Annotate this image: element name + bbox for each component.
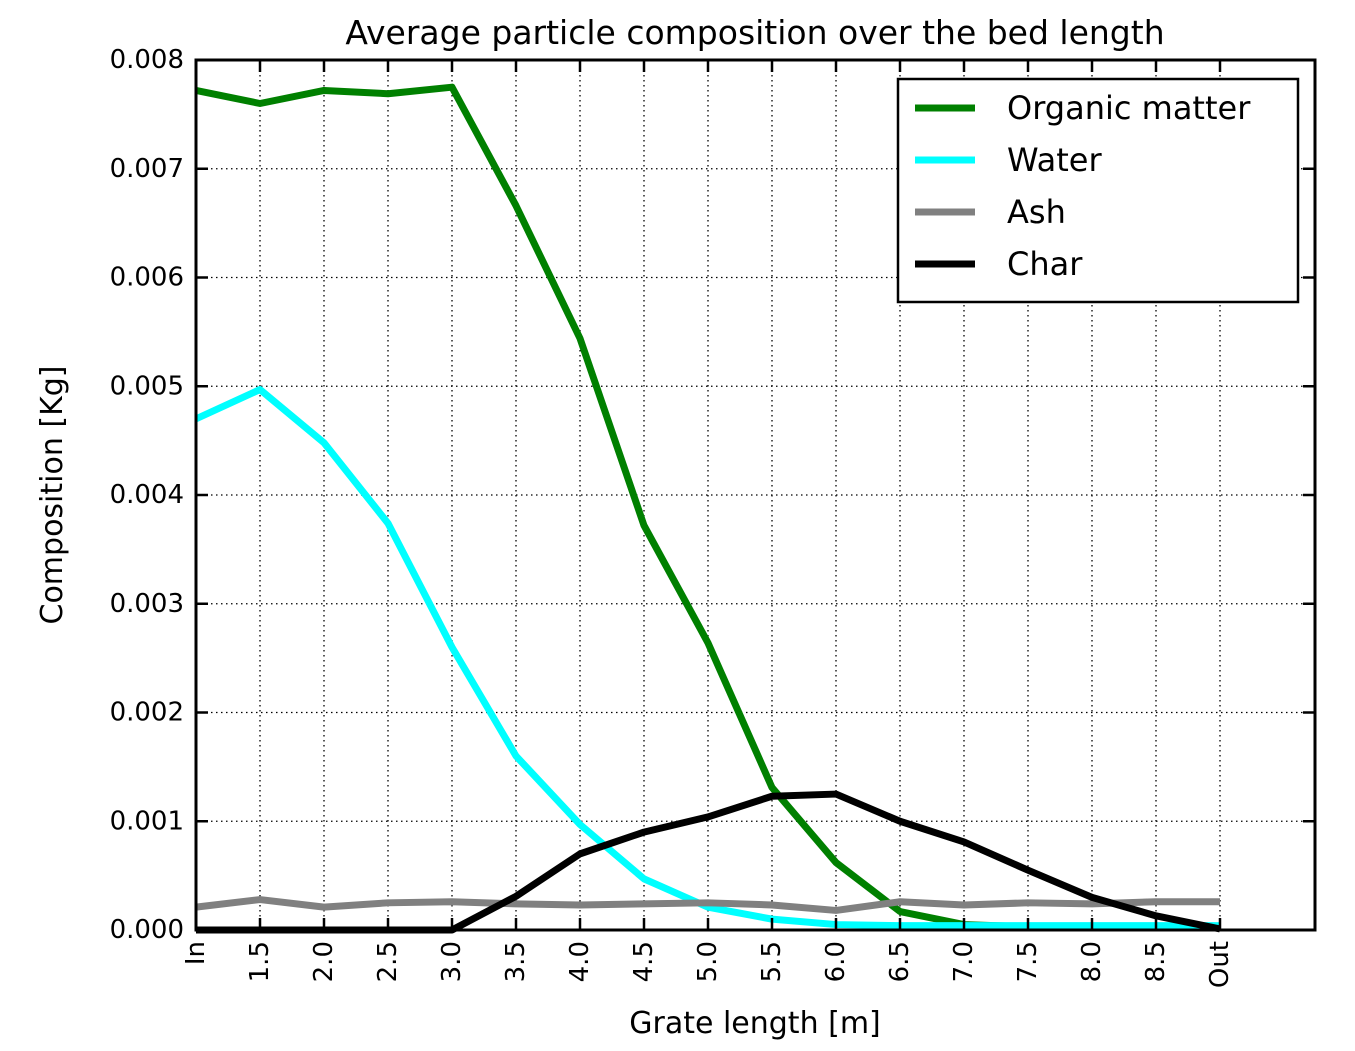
y-tick-label-0.006: 0.006: [110, 263, 184, 293]
y-tick-label-0.005: 0.005: [110, 371, 184, 401]
legend-label-water: Water: [1007, 141, 1102, 179]
x-tick-label-2-0: 2.0: [309, 941, 339, 982]
x-tick-label-6-0: 6.0: [821, 941, 851, 982]
x-tick-label-4-0: 4.0: [565, 941, 595, 982]
legend-label-organic-matter: Organic matter: [1007, 89, 1251, 127]
x-axis-label: Grate length [m]: [629, 1006, 881, 1041]
x-tick-label-7-0: 7.0: [949, 941, 979, 982]
x-tick-label-4-5: 4.5: [629, 941, 659, 982]
x-tick-label-in: In: [181, 941, 211, 965]
y-tick-label-0.004: 0.004: [110, 480, 184, 510]
x-tick-label-2-5: 2.5: [373, 941, 403, 982]
legend-label-ash: Ash: [1007, 193, 1066, 231]
x-tick-label-3-5: 3.5: [501, 941, 531, 982]
series-line-ash: [195, 896, 1220, 914]
x-tick-label-6-5: 6.5: [885, 941, 915, 982]
y-tick-label-0.000: 0.000: [110, 915, 184, 945]
y-tick-label-0.007: 0.007: [110, 154, 184, 184]
x-tick-label-5-0: 5.0: [693, 941, 723, 982]
y-tick-label-0.001: 0.001: [110, 806, 184, 836]
y-tick-label-0.008: 0.008: [110, 45, 184, 75]
x-tick-label-1-5: 1.5: [245, 941, 275, 982]
legend-layer: Organic matter Water Ash Char: [896, 77, 1300, 304]
x-tick-label-8-0: 8.0: [1077, 941, 1107, 982]
x-tick-label-out: Out: [1205, 941, 1235, 988]
legend: Organic matter Water Ash Char: [896, 77, 1300, 304]
y-tick-label-0.002: 0.002: [110, 698, 184, 728]
series-line-water: [194, 386, 1220, 930]
x-tick-label-5-5: 5.5: [757, 941, 787, 982]
y-tick-label-0.003: 0.003: [110, 589, 184, 619]
legend-label-char: Char: [1007, 245, 1083, 283]
tick-marks: [194, 58, 1315, 932]
x-tick-label-3-0: 3.0: [437, 941, 467, 982]
y-axis-label: Composition [Kg]: [35, 365, 70, 624]
x-tick-label-8-5: 8.5: [1141, 941, 1171, 982]
x-tick-label-7-5: 7.5: [1013, 941, 1043, 982]
chart-title: Average particle composition over the be…: [345, 13, 1164, 52]
